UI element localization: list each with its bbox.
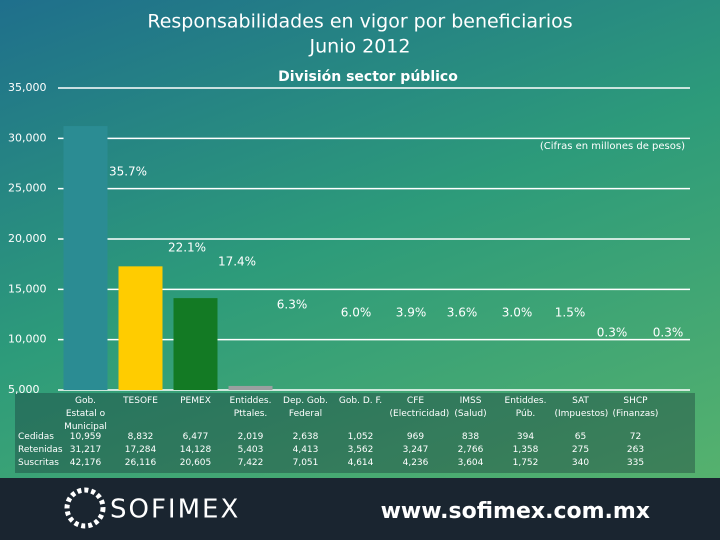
table-bg (15, 393, 695, 473)
share-label: 35.7% (109, 165, 147, 179)
table-cell: 20,605 (179, 458, 212, 468)
table-cell: 838 (461, 432, 480, 442)
share-label: 0.3% (597, 326, 628, 340)
table-cell: 340 (571, 458, 590, 468)
table-cell: 7,051 (292, 458, 319, 468)
table-cell: 1,052 (347, 432, 374, 442)
y-tick-label: 25,000 (8, 182, 47, 195)
table-cell: 2,019 (237, 432, 264, 442)
column-header: SHCP (Finanzas) (612, 396, 659, 419)
column-header: Dep. Gob. Federal (283, 396, 328, 419)
y-tick-label: 5,000 (8, 383, 40, 396)
table-cell: 4,413 (292, 445, 319, 455)
bar (228, 385, 273, 390)
logo (64, 487, 106, 529)
share-label: 6.0% (341, 306, 372, 320)
y-tick-label: 35,000 (8, 81, 47, 94)
table-cell: 335 (626, 458, 645, 468)
footer-bar (0, 478, 720, 540)
column-header: IMSS (Salud) (454, 396, 487, 419)
table-cell: 8,832 (127, 432, 154, 442)
table-cell: 72 (629, 432, 642, 442)
share-label: 3.9% (396, 306, 427, 320)
subtitle: División sector público (278, 69, 458, 85)
table-cell: 5,403 (237, 445, 264, 455)
table-cell: 65 (574, 432, 587, 442)
table-cell: 1,358 (512, 445, 539, 455)
table-cell: 969 (406, 432, 425, 442)
table-cell: 2,766 (457, 445, 484, 455)
column-header: Gob. Estatal o Municipal (64, 396, 107, 432)
url: www.sofimex.com.mx (381, 499, 650, 524)
table-cell: 17,284 (124, 445, 157, 455)
y-tick-label: 30,000 (8, 131, 47, 144)
share-label: 17.4% (218, 255, 256, 269)
note: (Cifras en millones de pesos) (540, 141, 685, 152)
share-label: 3.6% (447, 306, 478, 320)
table-cell: 4,614 (347, 458, 374, 468)
y-tick-label: 20,000 (8, 232, 47, 245)
bar (63, 126, 108, 390)
table-cell: 3,604 (457, 458, 484, 468)
table-cell: 275 (571, 445, 590, 455)
row-label: Cedidas (18, 432, 54, 442)
share-label: 22.1% (168, 241, 206, 255)
column-header: Gob. D. F. (338, 396, 383, 406)
table-cell: 3,562 (347, 445, 374, 455)
table-cell: 10,959 (69, 432, 102, 442)
column-header: SAT (Impuestos) (554, 396, 609, 419)
share-label: 0.3% (653, 326, 684, 340)
y-tick-label: 15,000 (8, 282, 47, 295)
table-cell: 2,638 (292, 432, 319, 442)
table-cell: 42,176 (69, 458, 102, 468)
table-cell: 31,217 (69, 445, 102, 455)
date: Junio 2012 (309, 36, 411, 58)
table-cell: 6,477 (182, 432, 209, 442)
column-header: Entiddes. Púb. (504, 396, 547, 419)
share-label: 1.5% (555, 306, 586, 320)
column-header: TESOFE (123, 396, 158, 406)
bar (173, 298, 218, 390)
title: Responsabilidades en vigor por beneficia… (147, 11, 572, 33)
table-cell: 4,236 (402, 458, 429, 468)
y-tick-label: 10,000 (8, 333, 47, 346)
share-label: 6.3% (277, 298, 308, 312)
table-cell: 14,128 (179, 445, 212, 455)
column-header: PEMEX (180, 396, 211, 406)
row-label: Retenidas (18, 445, 63, 455)
table-cell: 263 (626, 445, 645, 455)
table-cell: 7,422 (237, 458, 264, 468)
column-header: Entiddes. Pttales. (229, 396, 272, 419)
bar (118, 266, 163, 390)
table-cell: 26,116 (124, 458, 157, 468)
table-cell: 1,752 (512, 458, 539, 468)
table-cell: 3,247 (402, 445, 429, 455)
share-label: 3.0% (502, 306, 533, 320)
column-header: CFE (Electricidad) (389, 396, 450, 419)
table-cell: 394 (516, 432, 535, 442)
brand: SOFIMEX (110, 495, 240, 525)
row-label: Suscritas (18, 458, 59, 468)
